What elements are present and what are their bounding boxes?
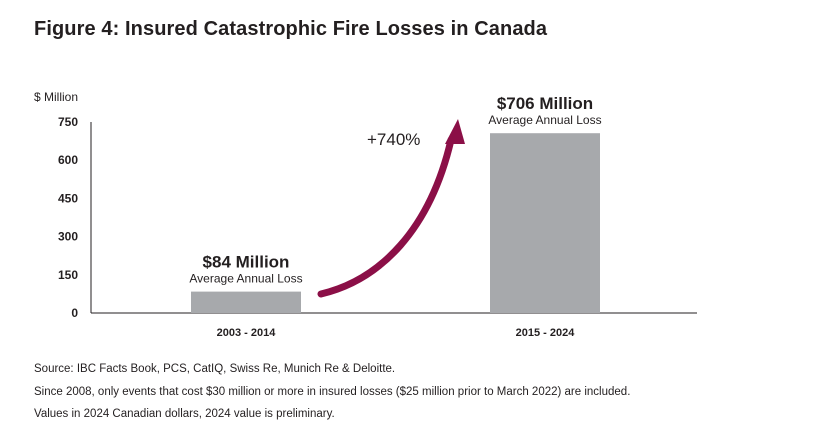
- y-tick-label: 600: [58, 153, 78, 167]
- x-axis-ticks: 2003 - 2014 2015 - 2024: [217, 327, 576, 339]
- data-label-subtext: Average Annual Loss: [189, 272, 302, 286]
- data-label-value: $706 Million: [497, 94, 593, 113]
- x-tick-label: 2015 - 2024: [516, 327, 576, 339]
- growth-arrow-head: [445, 119, 465, 144]
- x-tick-label: 2003 - 2014: [217, 327, 277, 339]
- figure-title: Figure 4: Insured Catastrophic Fire Loss…: [34, 18, 548, 40]
- footnote-currency: Values in 2024 Canadian dollars, 2024 va…: [34, 408, 335, 420]
- bars: [191, 133, 600, 313]
- y-tick-label: 0: [71, 306, 78, 320]
- growth-annotation: +740%: [367, 130, 420, 149]
- bar: [490, 133, 600, 313]
- y-tick-label: 450: [58, 191, 78, 205]
- y-tick-label: 150: [58, 268, 78, 282]
- y-axis-ticks: 0 150 300 450 600 750: [58, 115, 78, 320]
- data-label-subtext: Average Annual Loss: [488, 113, 601, 127]
- y-tick-label: 300: [58, 230, 78, 244]
- data-label-value: $84 Million: [203, 253, 290, 272]
- y-tick-label: 750: [58, 115, 78, 129]
- growth-arrow: [317, 119, 465, 298]
- footnote-source: Source: IBC Facts Book, PCS, CatIQ, Swis…: [34, 363, 396, 375]
- footnotes: Source: IBC Facts Book, PCS, CatIQ, Swis…: [34, 361, 630, 429]
- bar: [191, 291, 301, 313]
- growth-arrow-shaft: [317, 136, 455, 298]
- y-axis-label: $ Million: [34, 90, 78, 104]
- footnote-threshold: Since 2008, only events that cost $30 mi…: [34, 385, 631, 398]
